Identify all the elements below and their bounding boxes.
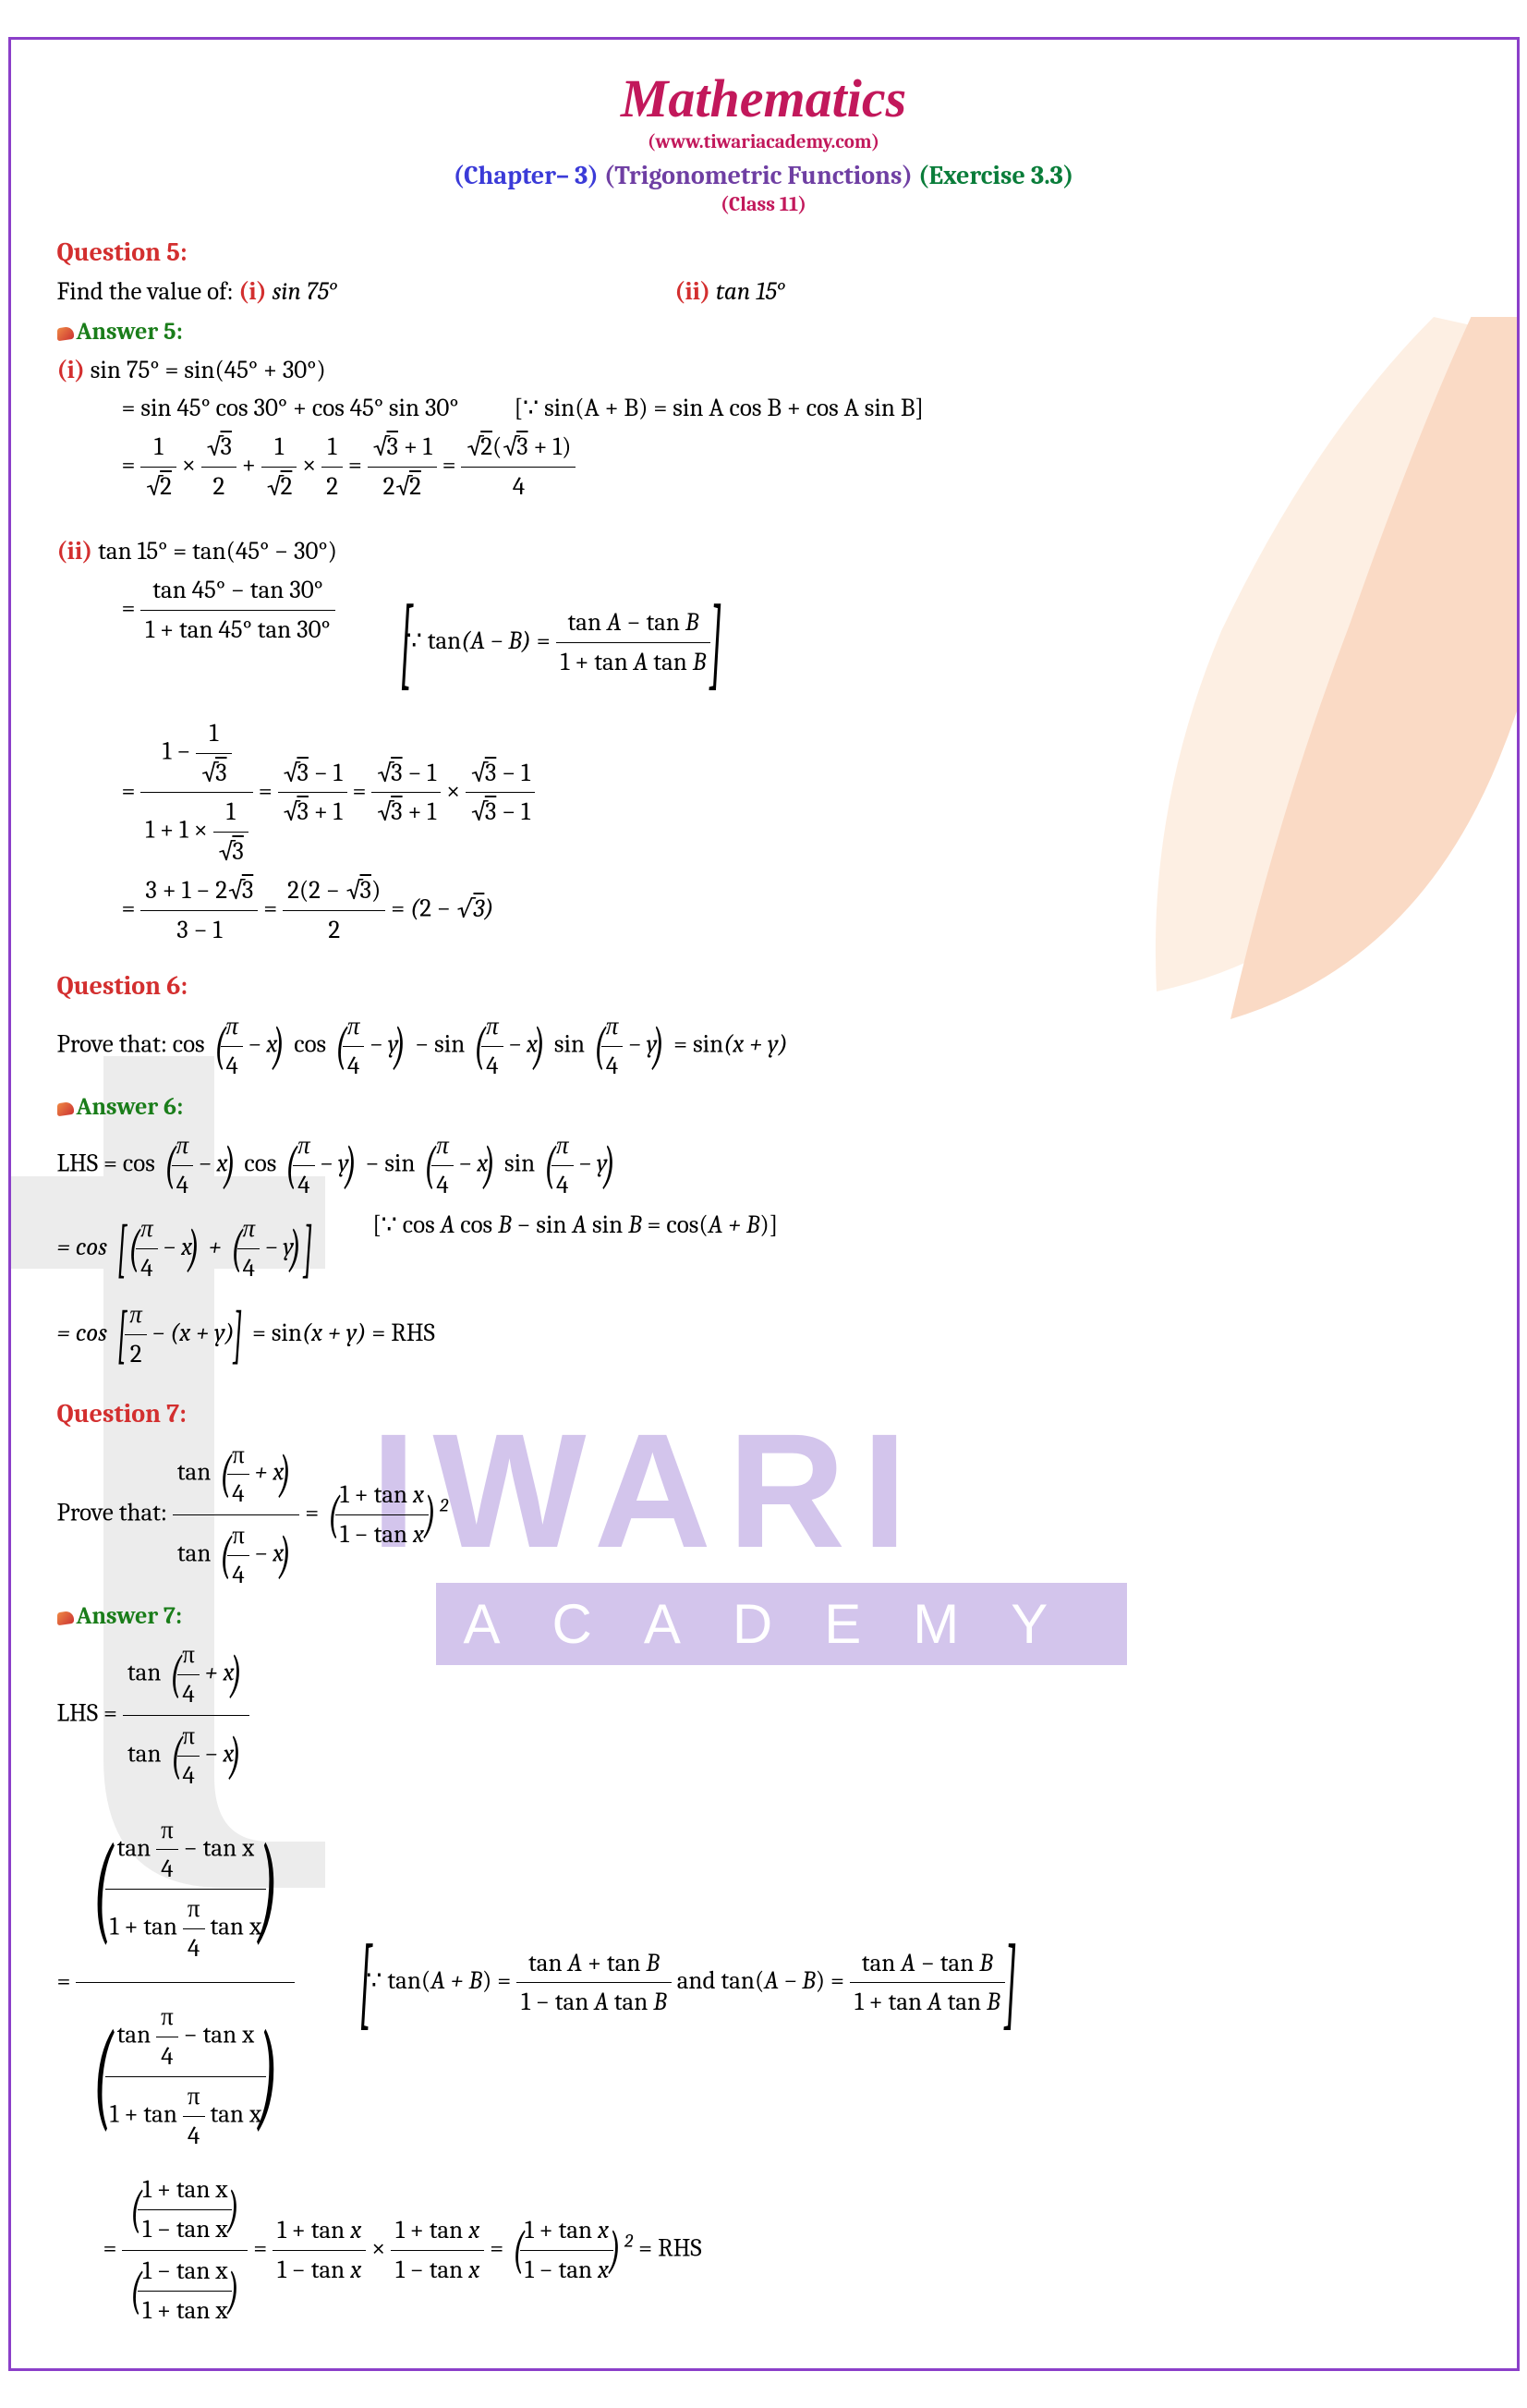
q7-prompt: Prove that: tan (π4 + x) tan (π4 − x) = … bbox=[57, 1434, 1471, 1596]
q5-answer-label: Answer 5: bbox=[57, 313, 1471, 350]
chapter-topic: (Trigonometric Functions) bbox=[604, 161, 913, 190]
q5-prompt: Find the value of: (i) sin 75° (ii) tan … bbox=[57, 273, 1471, 311]
q7-answer-label: Answer 7: bbox=[57, 1598, 1471, 1635]
chapter-exercise: (Exercise 3.3) bbox=[918, 161, 1073, 190]
question-5-block: Question 5: Find the value of: (i) sin 7… bbox=[57, 233, 1471, 950]
chapter-line: (Chapter– 3) (Trigonometric Functions) (… bbox=[57, 161, 1471, 190]
page-title: Mathematics bbox=[57, 67, 1471, 129]
q7-line1: LHS = tan (π4 + x) tan (π4 − x) bbox=[57, 1635, 1471, 1796]
q7-line2: = (tan π4 − tan x1 + tan π4 tan x) (tan … bbox=[57, 1796, 1471, 2170]
q5-ii-line2: = 1 − 13 1 + 1 × 13 = 3 − 13 + 1 = 3 − 1… bbox=[57, 714, 1471, 871]
q6-prompt: Prove that: cos (π4 − x) cos (π4 − y) − … bbox=[57, 1006, 1471, 1087]
q5-ii-line1: = tan 45° − tan 30°1 + tan 45° tan 30° [… bbox=[57, 571, 1471, 714]
q5-ii-line3: = 3 + 1 − 233 − 1 = 2(2 − 3)2 = (2 − 3) bbox=[57, 871, 1471, 950]
q5-i-line0: (i) sin 75° = sin(45° + 30°) bbox=[57, 351, 1471, 390]
q6-line2: = cos [(π4 − x) + (π4 − y)] [∵ cos A cos… bbox=[57, 1206, 1471, 1292]
website-url: (www.tiwariacademy.com) bbox=[57, 131, 1471, 153]
q5-ii-line0: (ii) tan 15° = tan(45° − 30°) bbox=[57, 532, 1471, 571]
page: IWARI ACADEMY Mathematics (www.tiwariaca… bbox=[8, 37, 1520, 2371]
q6-label: Question 6: bbox=[57, 967, 1471, 1006]
class-label: (Class 11) bbox=[57, 192, 1471, 216]
q5-i-line2: = 12 × 32 + 12 × 12 = 3 + 122 = 2(3 + 1)… bbox=[57, 428, 1471, 506]
q5-label: Question 5: bbox=[57, 233, 1471, 273]
question-7-block: Question 7: Prove that: tan (π4 + x) tan… bbox=[57, 1394, 1471, 2330]
q7-label: Question 7: bbox=[57, 1394, 1471, 1434]
q7-line3: = (1 + tan x1 − tan x) (1 − tan x1 + tan… bbox=[57, 2170, 1471, 2331]
q6-answer-label: Answer 6: bbox=[57, 1088, 1471, 1125]
q5-i-line1: = sin 45° cos 30° + cos 45° sin 30° [∵ s… bbox=[57, 389, 1471, 428]
chapter-number: (Chapter– 3) bbox=[454, 161, 599, 190]
question-6-block: Question 6: Prove that: cos (π4 − x) cos… bbox=[57, 967, 1471, 1378]
q6-line1: LHS = cos (π4 − x) cos (π4 − y) − sin (π… bbox=[57, 1125, 1471, 1206]
q6-line3: = cos [π2 − (x + y)] = sin(x + y) = RHS bbox=[57, 1292, 1471, 1378]
